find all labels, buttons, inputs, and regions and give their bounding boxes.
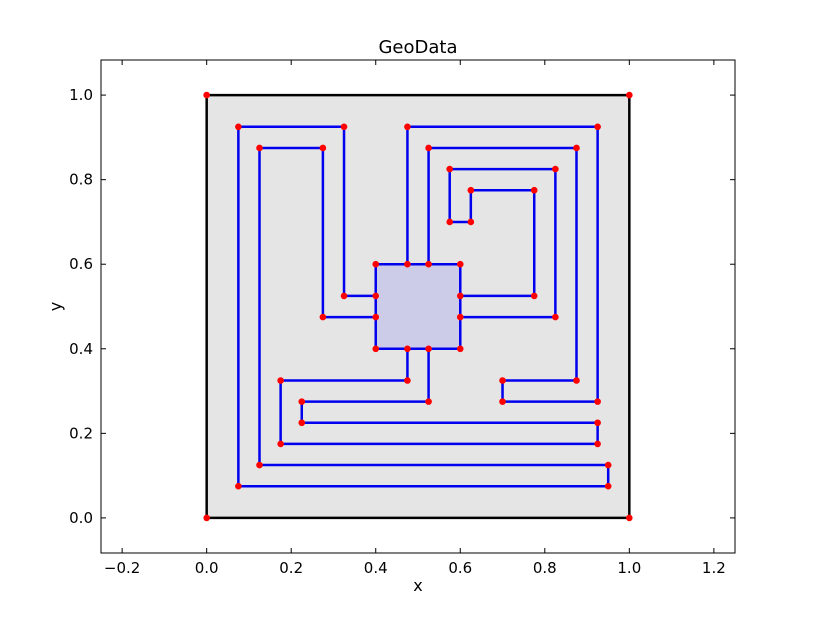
x-tick-label: 1.0: [617, 559, 641, 577]
vertex-point: [298, 419, 306, 427]
vertex-point: [626, 91, 633, 99]
x-axis-label: x: [413, 576, 422, 595]
vertex-point: [604, 482, 612, 490]
y-axis-label: y: [46, 302, 65, 311]
vertex-point: [594, 419, 601, 427]
vertex-point: [425, 345, 432, 353]
vertex-point: [456, 345, 464, 353]
vertex-point: [573, 377, 580, 384]
vertex-point: [277, 377, 284, 384]
vertex-point: [256, 144, 263, 152]
y-tick-label: 1.0: [69, 86, 93, 104]
vertex-point: [372, 292, 380, 300]
vertex-point: [573, 144, 580, 152]
vertex-point: [626, 514, 633, 522]
vertex-point: [499, 377, 506, 384]
vertex-point: [594, 123, 601, 131]
segment-line-1: [406, 125, 599, 403]
vertex-point: [552, 313, 559, 321]
x-tick-label: 0.0: [195, 559, 219, 577]
vertex-point: [404, 123, 411, 131]
y-tick-label: 0.8: [69, 171, 93, 189]
segment-line-2: [448, 167, 557, 319]
vertex-point: [467, 218, 475, 226]
vertex-point: [372, 313, 380, 321]
plot-area: [203, 91, 633, 522]
vertex-point: [446, 218, 454, 226]
vertex-point: [319, 313, 327, 321]
y-tick-label: 0.6: [69, 255, 93, 273]
vertex-point: [340, 292, 348, 300]
segment-line-4: [237, 125, 610, 488]
vertex-point: [235, 123, 242, 131]
vertex-point: [203, 514, 210, 522]
vertex-point: [235, 482, 242, 490]
vertex-point: [404, 345, 411, 353]
vertex-point: [456, 260, 464, 268]
vertex-point: [404, 260, 411, 268]
axis-ticks: −0.2 0.0 0.2 0.4 0.6 0.8 1.0 1.2 0.0 0.2 0.4 0.6 0.8…: [69, 60, 735, 577]
x-tick-label: −0.2: [104, 559, 140, 577]
inner-square: [374, 262, 462, 351]
vertex-point: [467, 186, 475, 194]
x-tick-label: 0.6: [448, 559, 472, 577]
vertex-point: [552, 165, 559, 173]
vertex-point: [277, 440, 284, 448]
x-tick-label: 0.8: [533, 559, 557, 577]
x-tick-label: 0.4: [364, 559, 388, 577]
vertex-point: [203, 91, 210, 99]
vertex-point: [446, 165, 454, 173]
vertex-point: [372, 345, 380, 353]
vertex-point: [530, 292, 538, 300]
x-tick-label: 1.2: [702, 559, 726, 577]
axes-frame: [100, 59, 736, 554]
vertex-point: [456, 292, 464, 300]
vertex-point: [425, 398, 432, 405]
vertex-point: [604, 461, 612, 469]
vertex-point: [340, 123, 348, 131]
vertex-point: [594, 398, 601, 405]
vertex-point: [499, 398, 506, 405]
vertex-point: [594, 440, 601, 448]
vertex-point: [425, 144, 432, 152]
vertex-point: [256, 461, 263, 469]
y-tick-label: 0.2: [69, 424, 93, 442]
segment-line-3: [279, 348, 599, 446]
vertex-point: [319, 144, 327, 152]
vertex-point: [530, 186, 538, 194]
vertex-point: [372, 260, 380, 268]
vertex-point: [404, 377, 411, 384]
vertex-point: [425, 260, 432, 268]
x-tick-label: 0.2: [279, 559, 303, 577]
vertex-point: [298, 398, 306, 405]
vertex-point: [456, 313, 464, 321]
chart-title: GeoData: [378, 37, 457, 58]
y-tick-label: 0.0: [69, 509, 93, 527]
y-tick-label: 0.4: [69, 340, 93, 358]
